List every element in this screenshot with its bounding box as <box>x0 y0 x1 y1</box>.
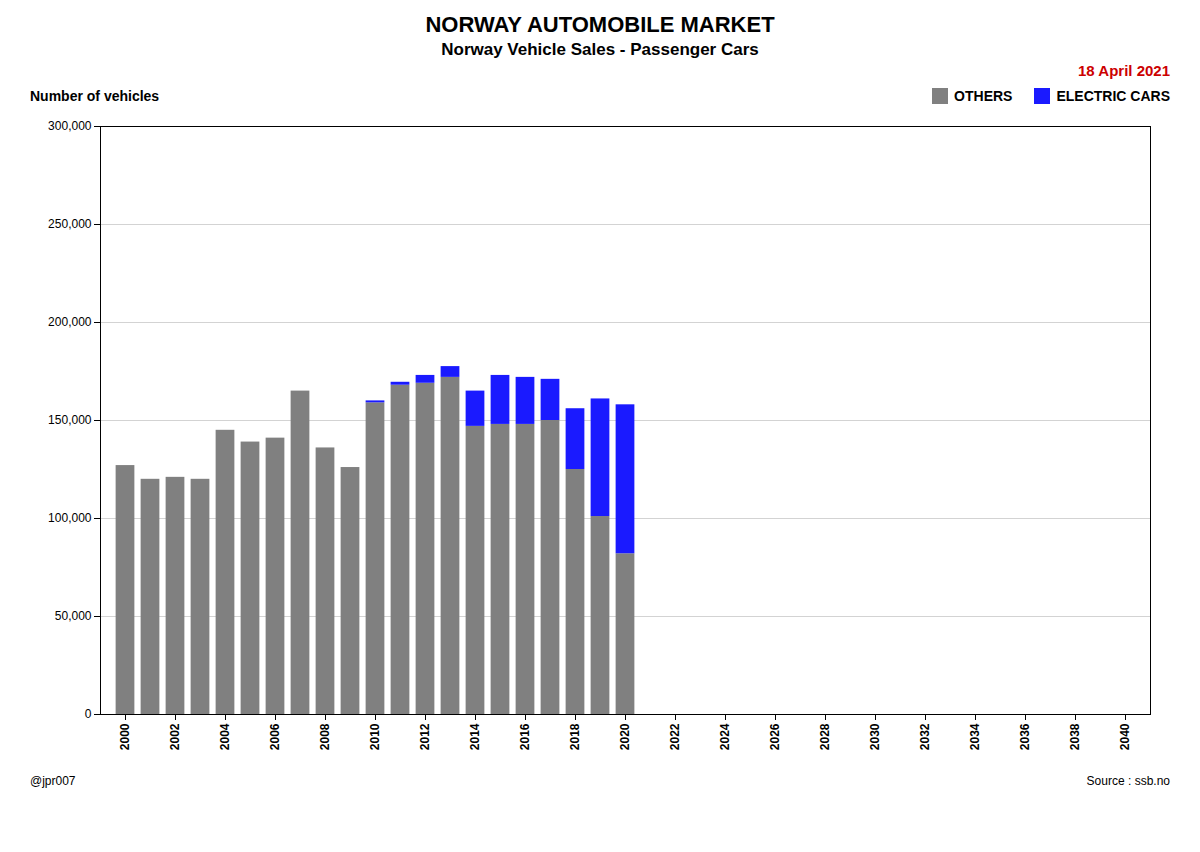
html-text:NORWAY AUTOMOBILE MARKET: NORWAY AUTOMOBILE MARKET <box>425 12 775 37</box>
svg-text:0: 0 <box>85 707 92 721</box>
html-text:18 April 2021: 18 April 2021 <box>1078 62 1170 79</box>
html-text:@jpr007: @jpr007 <box>30 774 76 788</box>
svg-text:2016: 2016 <box>518 723 532 750</box>
svg-text:2002: 2002 <box>168 723 182 750</box>
svg-text:200,000: 200,000 <box>48 315 92 329</box>
svg-text:150,000: 150,000 <box>48 413 92 427</box>
svg-text:2000: 2000 <box>118 723 132 750</box>
svg-text:50,000: 50,000 <box>55 609 92 623</box>
html-text:Norway Vehicle Sales - Passeng: Norway Vehicle Sales - Passenger Cars <box>441 40 759 59</box>
svg-text:2018: 2018 <box>568 723 582 750</box>
svg-text:2008: 2008 <box>318 723 332 750</box>
svg-text:2004: 2004 <box>218 723 232 750</box>
svg-text:2022: 2022 <box>668 723 682 750</box>
svg-text:2006: 2006 <box>268 723 282 750</box>
svg-text:2010: 2010 <box>368 723 382 750</box>
html-text:OTHERS: OTHERS <box>954 88 1013 104</box>
html-text:Number of vehicles: Number of vehicles <box>30 88 160 104</box>
svg-text:2020: 2020 <box>618 723 632 750</box>
svg-text:2032: 2032 <box>918 723 932 750</box>
svg-text:2014: 2014 <box>468 723 482 750</box>
svg-text:2034: 2034 <box>968 723 982 750</box>
svg-text:2028: 2028 <box>818 723 832 750</box>
html-text:ELECTRIC CARS: ELECTRIC CARS <box>1056 88 1170 104</box>
svg-text:2040: 2040 <box>1118 723 1132 750</box>
svg-text:2012: 2012 <box>418 723 432 750</box>
svg-text:2030: 2030 <box>868 723 882 750</box>
svg-text:100,000: 100,000 <box>48 511 92 525</box>
svg-text:250,000: 250,000 <box>48 217 92 231</box>
svg-text:2038: 2038 <box>1068 723 1082 750</box>
svg-text:2024: 2024 <box>718 723 732 750</box>
svg-text:300,000: 300,000 <box>48 119 92 133</box>
svg-text:2026: 2026 <box>768 723 782 750</box>
html-text:Source : ssb.no: Source : ssb.no <box>1086 774 1170 788</box>
svg-text:2036: 2036 <box>1018 723 1032 750</box>
